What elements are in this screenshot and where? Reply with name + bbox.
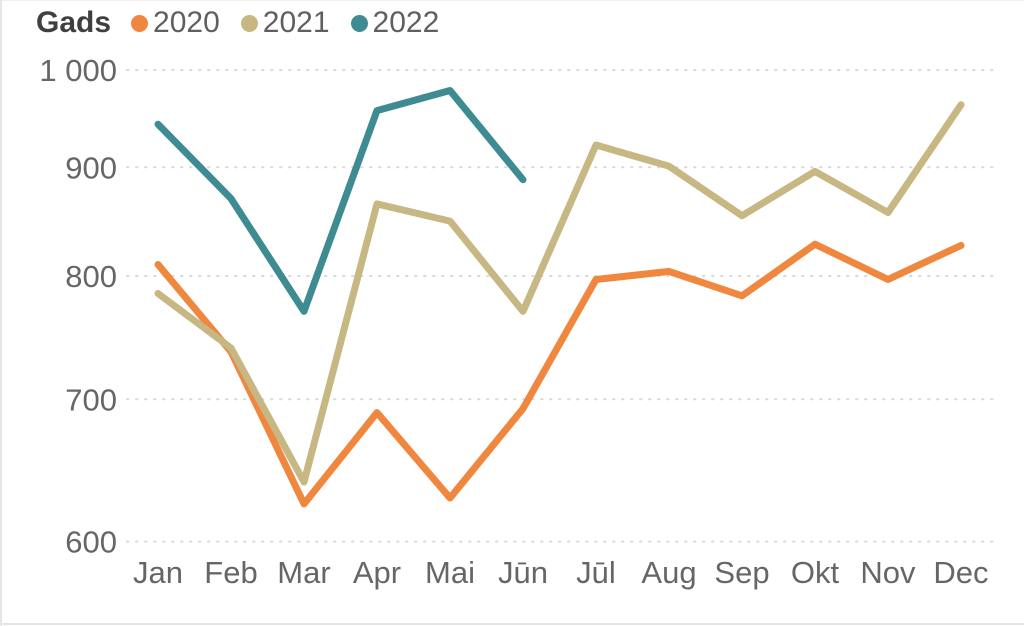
legend-title: Gads	[36, 6, 112, 39]
legend-item-2022[interactable]: 2022	[350, 3, 440, 43]
frame-top-edge	[0, 0, 1024, 1]
y-tick-label-700: 700	[65, 382, 117, 417]
legend-items: 2020 2021 2022	[131, 3, 460, 43]
series-line-2021[interactable]	[154, 101, 965, 486]
x-tick-label-feb: Feb	[204, 555, 257, 590]
x-tick-label-dec: Dec	[933, 555, 988, 590]
x-tick-label-mar: Mar	[277, 555, 330, 590]
series-line-2022[interactable]	[154, 87, 527, 315]
legend-dot-2022	[350, 14, 368, 32]
legend-item-label: 2022	[372, 6, 440, 39]
legend-item-label: 2020	[153, 6, 220, 39]
legend: Gads 2020 2021 2022	[36, 3, 460, 43]
x-tick-label-jan: Jan	[133, 555, 183, 590]
x-tick-label-jūl: Jūl	[576, 555, 616, 590]
frame-bottom-edge	[0, 623, 1024, 625]
y-tick-label-1000: 1 000	[39, 53, 117, 88]
y-tick-label-800: 800	[65, 259, 117, 294]
x-tick-label-okt: Okt	[791, 555, 840, 590]
x-tick-label-mai: Mai	[425, 555, 475, 590]
legend-item-2021[interactable]: 2021	[240, 3, 330, 43]
series-line-2020[interactable]	[154, 240, 965, 508]
legend-item-label: 2021	[262, 6, 330, 39]
legend-dot-2020	[131, 14, 149, 32]
legend-dot-2021	[240, 14, 258, 32]
y-tick-label-600: 600	[65, 525, 117, 560]
x-tick-label-nov: Nov	[860, 555, 916, 590]
y-tick-label-900: 900	[65, 150, 117, 185]
x-tick-label-sep: Sep	[714, 555, 769, 590]
frame-left-edge	[0, 0, 2, 626]
x-tick-label-apr: Apr	[353, 555, 401, 590]
x-tick-label-aug: Aug	[641, 555, 696, 590]
legend-item-2020[interactable]: 2020	[131, 3, 220, 43]
x-tick-label-jūn: Jūn	[498, 555, 548, 590]
